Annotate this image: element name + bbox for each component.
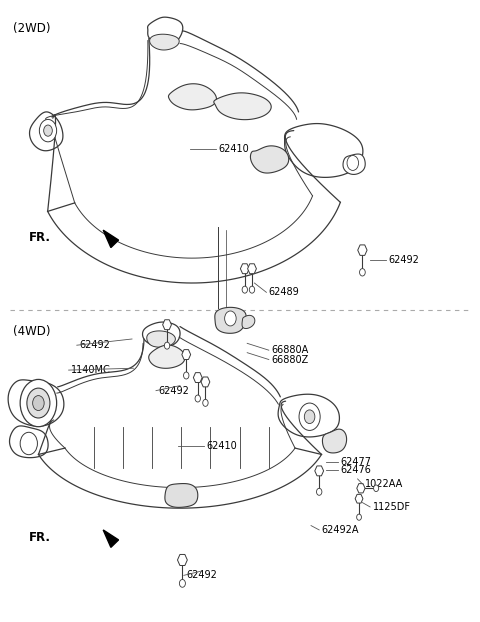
Text: 62492: 62492 [158, 386, 189, 396]
Text: 62476: 62476 [341, 465, 372, 475]
Circle shape [180, 580, 185, 587]
Polygon shape [343, 154, 365, 174]
Text: (4WD): (4WD) [13, 325, 51, 338]
Text: 62477: 62477 [341, 457, 372, 466]
Polygon shape [149, 345, 185, 368]
Text: 62492: 62492 [79, 340, 110, 350]
Circle shape [20, 432, 37, 455]
Circle shape [39, 119, 57, 142]
Circle shape [373, 485, 379, 491]
Polygon shape [182, 350, 191, 360]
Circle shape [195, 395, 201, 402]
Text: 62492A: 62492A [322, 525, 359, 535]
Text: 1140MC: 1140MC [71, 365, 111, 375]
Circle shape [33, 396, 44, 411]
Circle shape [316, 488, 322, 495]
Circle shape [242, 286, 248, 293]
Text: 62492: 62492 [389, 255, 420, 265]
Polygon shape [103, 530, 119, 547]
Circle shape [304, 410, 315, 424]
Circle shape [20, 379, 57, 427]
Text: 66880A: 66880A [271, 345, 309, 355]
Text: 62410: 62410 [206, 441, 237, 451]
Polygon shape [242, 315, 255, 328]
Polygon shape [148, 17, 183, 45]
Circle shape [203, 399, 208, 406]
Polygon shape [8, 380, 64, 426]
Polygon shape [165, 483, 198, 508]
Polygon shape [357, 484, 365, 493]
Text: 62410: 62410 [218, 144, 249, 154]
Polygon shape [10, 426, 48, 458]
Text: 66880Z: 66880Z [271, 355, 309, 364]
Polygon shape [323, 429, 347, 453]
Circle shape [347, 156, 359, 170]
Polygon shape [150, 34, 179, 50]
Text: FR.: FR. [29, 231, 51, 244]
Circle shape [183, 372, 189, 379]
Circle shape [360, 269, 365, 276]
Polygon shape [248, 264, 256, 274]
Polygon shape [214, 93, 271, 119]
Text: 62489: 62489 [269, 287, 300, 297]
Polygon shape [285, 124, 363, 177]
Polygon shape [315, 466, 324, 476]
Polygon shape [30, 112, 63, 151]
Circle shape [249, 286, 255, 293]
Text: FR.: FR. [29, 531, 51, 544]
Polygon shape [355, 494, 363, 503]
Polygon shape [168, 84, 216, 110]
Polygon shape [147, 331, 175, 347]
Text: 1125DF: 1125DF [372, 502, 410, 512]
Polygon shape [193, 373, 202, 383]
Polygon shape [358, 245, 367, 256]
Circle shape [225, 311, 236, 326]
Circle shape [27, 388, 50, 418]
Circle shape [44, 125, 52, 136]
Polygon shape [163, 320, 171, 330]
Polygon shape [240, 264, 249, 274]
Text: 1022AA: 1022AA [365, 479, 403, 489]
Polygon shape [103, 230, 119, 248]
Polygon shape [143, 322, 180, 347]
Polygon shape [251, 146, 288, 173]
Circle shape [164, 342, 170, 349]
Polygon shape [278, 394, 339, 437]
Polygon shape [178, 554, 187, 565]
Text: 62492: 62492 [186, 570, 217, 580]
Text: (2WD): (2WD) [13, 22, 51, 35]
Polygon shape [201, 377, 210, 387]
Polygon shape [215, 307, 246, 333]
Circle shape [299, 403, 320, 430]
Circle shape [357, 514, 361, 520]
